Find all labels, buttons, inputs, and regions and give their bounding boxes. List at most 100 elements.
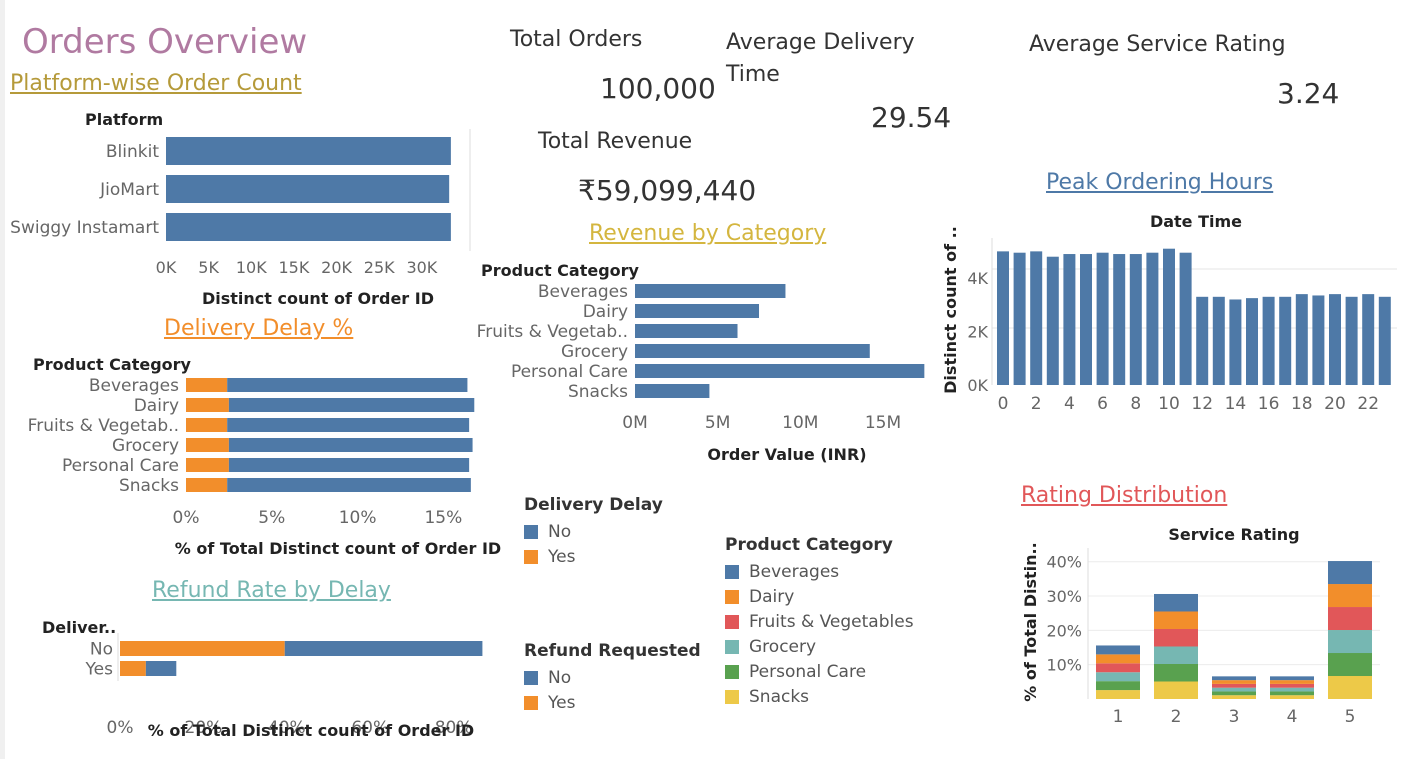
legend-item: Yes [524,690,701,715]
category-label: Fruits & Vegetab.. [477,322,628,342]
legend-item: No [524,665,701,690]
bar-segment [1270,687,1314,692]
tick-label: 0% [107,718,134,738]
tick-label: 5 [1345,707,1356,727]
bar-segment [1212,680,1256,684]
page-edge [0,0,5,759]
bar-segment [1096,663,1140,673]
category-label: Personal Care [62,456,179,476]
platform-chart-title: Platform-wise Order Count [10,71,302,96]
bar-segment [1212,687,1256,692]
bar [1163,248,1175,385]
bar [1046,256,1059,385]
tick-label: 0% [173,508,200,528]
bar-segment [1212,683,1256,688]
legend-title: Delivery Delay [524,495,663,515]
tick-label: 25K [364,258,395,277]
tick-label: 10M [782,413,818,433]
tick-label: 4K [967,269,988,288]
bar [1378,296,1391,385]
axis-label: Distinct count of .. [941,226,960,394]
legend-label: Snacks [749,686,810,707]
bar [1063,254,1076,385]
bar [227,418,470,432]
avg-delivery-value: 29.54 [871,101,952,134]
category-label: Blinkit [106,142,159,162]
legend-label: No [548,667,572,688]
legend-item: Yes [524,544,663,569]
tick-label: 0M [622,413,647,433]
bar [166,137,451,165]
tick-label: 40% [1046,553,1082,572]
legend-swatch [725,639,739,654]
category-label: Personal Care [511,362,628,382]
legend-title: Refund Requested [524,641,701,661]
bar [1196,296,1209,385]
tick-label: 15M [865,413,901,433]
bar [1179,252,1192,385]
bar-segment [1270,683,1314,688]
axis-label: % of Total Distin.. [1021,542,1040,701]
tick-label: 4 [1287,707,1298,727]
refund-requested-legend: Refund Requested No Yes [524,641,701,715]
bar [1080,254,1092,385]
tick-label: 2K [967,323,988,342]
legend-swatch [725,589,739,604]
tick-label: 0K [967,376,988,395]
legend-label: Grocery [749,636,817,657]
category-label: Fruits & Vegetab.. [28,416,179,436]
legend-item: Personal Care [725,659,914,684]
dashboard-title: Orders Overview [22,22,308,62]
avg-rating-label: Average Service Rating [1029,32,1286,57]
legend-swatch [524,670,538,685]
tick-label: 10% [1046,656,1082,675]
bar-segment [1154,611,1198,629]
tick-label: 22 [1357,394,1379,414]
row-header: Platform [85,110,163,129]
total-orders-label: Total Orders [510,27,643,52]
legend-label: Dairy [749,586,795,607]
legend-item: No [524,519,663,544]
legend-label: Fruits & Vegetables [749,611,914,632]
row-header: Product Category [33,355,192,374]
bar [635,364,925,378]
bar [1262,296,1275,385]
bar-segment [1154,628,1198,647]
bar [145,661,177,676]
legend-item: Beverages [725,559,914,584]
bar [186,478,228,492]
tick-label: 20 [1324,394,1346,414]
bar [635,384,710,398]
refund-chart-title: Refund Rate by Delay [152,578,391,603]
bar [635,304,760,318]
category-label: Grocery [112,436,179,456]
rating-chart-title: Rating Distribution [1021,483,1228,508]
tick-label: 40% [268,718,306,738]
tick-label: 80% [435,718,473,738]
tick-label: 5% [258,508,285,528]
delay-chart-title: Delivery Delay % [164,316,354,341]
bar [284,641,483,656]
tick-label: 3 [1229,707,1240,727]
bar-segment [1212,695,1256,699]
bar-segment [1328,630,1372,654]
legend-label: No [548,521,572,542]
bar [1113,254,1126,385]
bar-segment [1270,691,1314,696]
bar-segment [1212,691,1256,696]
axis-label: Distinct count of Order ID [202,289,434,308]
tick-label: 15K [279,258,310,277]
legend-swatch [524,695,538,710]
tick-label: 14 [1225,394,1247,414]
tick-label: 15% [424,508,462,528]
chart-subtitle: Service Rating [1168,525,1299,544]
legend-swatch [725,614,739,629]
legend-label: Yes [548,546,576,567]
bar [166,213,451,241]
bar-segment [1096,645,1140,655]
bar [1362,294,1375,385]
legend-item: Snacks [725,684,914,709]
bar [1129,254,1142,385]
legend-swatch [524,524,538,539]
tick-label: 30% [1046,587,1082,606]
